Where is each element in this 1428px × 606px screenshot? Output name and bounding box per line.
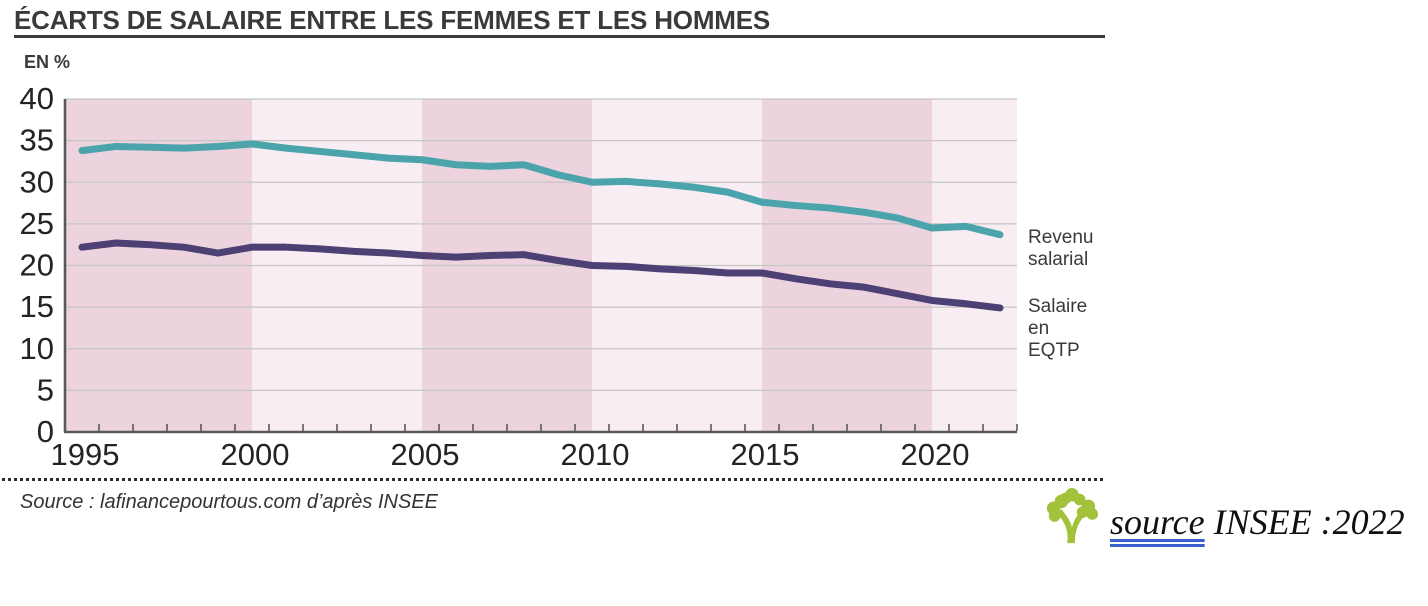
page-title: ÉCARTS DE SALAIRE ENTRE LES FEMMES ET LE… xyxy=(14,5,771,35)
legend-revenu-salarial: Revenu salarial xyxy=(1028,227,1094,270)
dotted-divider xyxy=(2,478,1103,481)
title-rule xyxy=(14,35,1105,38)
x-tick-label: 1995 xyxy=(51,437,120,472)
y-tick-label: 35 xyxy=(20,123,54,158)
y-tick-label: 40 xyxy=(20,81,54,116)
tree-icon xyxy=(1046,487,1099,544)
unit-label: EN % xyxy=(24,52,71,72)
legend-salaire-eqtp: Salaire en EQTP xyxy=(1028,296,1088,361)
y-tick-label: 20 xyxy=(20,248,54,283)
series-line-salaire-en-eqtp xyxy=(78,239,1004,312)
x-tick-label: 2010 xyxy=(561,437,630,472)
gap-chart-svg: 0 5 10 15 20 25 30 35 40 1995 2000 2005 2010 2015 2020 xyxy=(20,81,1018,472)
source-note: Source : lafinancepourtous.com d’après I… xyxy=(20,491,438,513)
y-tick-label: 25 xyxy=(20,206,54,241)
series-line-revenu-salarial xyxy=(78,140,1004,239)
footer-source-text: source INSEE :2022 xyxy=(1110,501,1405,543)
y-tick-label: 0 xyxy=(37,414,54,449)
y-tick-label: 10 xyxy=(20,331,54,366)
x-tick-label: 2005 xyxy=(391,437,460,472)
y-tick-label: 5 xyxy=(37,372,54,407)
footer-source-rest: INSEE :2022 xyxy=(1204,502,1405,542)
x-tick-label: 2015 xyxy=(731,437,800,472)
footer-source-link[interactable]: source xyxy=(1110,502,1205,542)
x-tick-label: 2020 xyxy=(901,437,970,472)
y-tick-label: 30 xyxy=(20,164,54,199)
footer-attribution: source INSEE :2022 xyxy=(1042,487,1405,545)
x-tick-label: 2000 xyxy=(221,437,290,472)
y-tick-label: 15 xyxy=(20,289,54,324)
